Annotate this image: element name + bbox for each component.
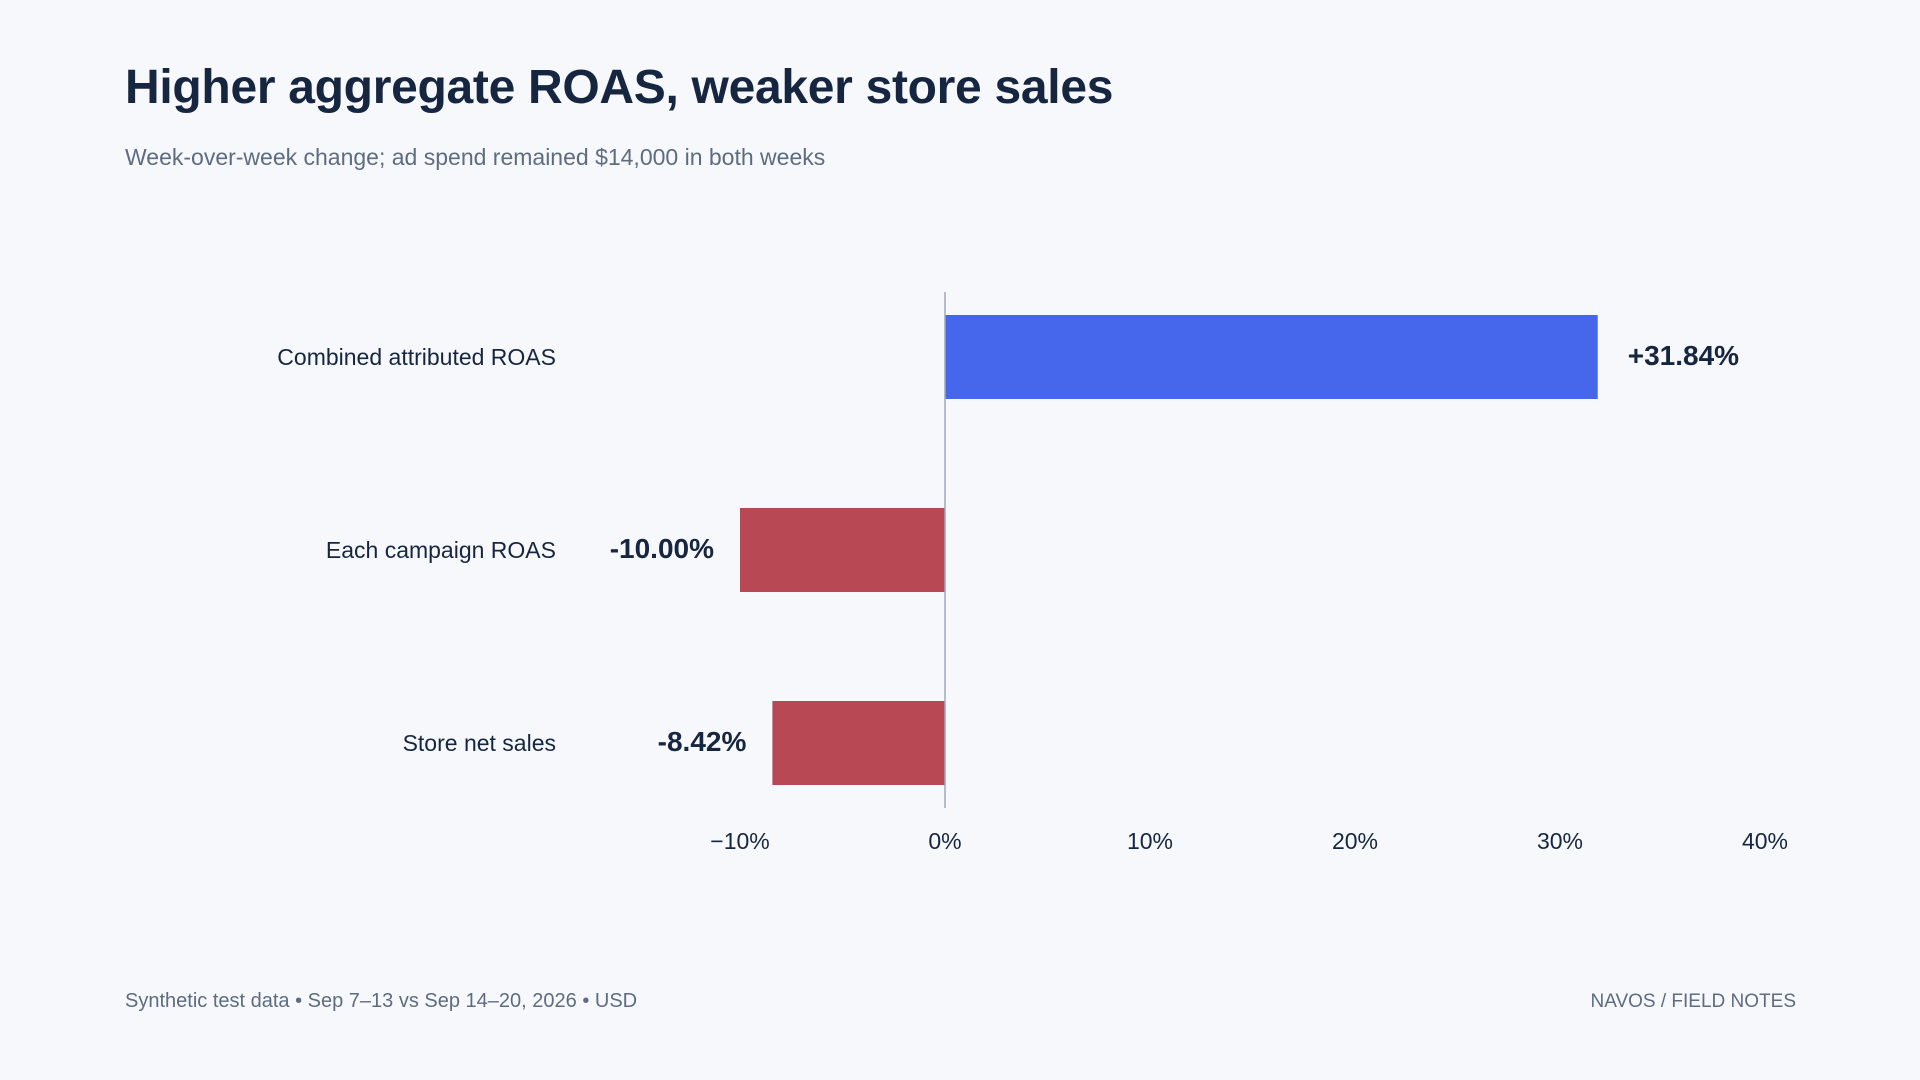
x-tick-label: 10% — [1127, 828, 1173, 854]
labels-group: Combined attributed ROAS +31.84% Each camp… — [277, 340, 1739, 757]
chart-subtitle: Week-over-week change; ad spend remained… — [125, 144, 826, 170]
bar-1 — [740, 508, 945, 592]
bar-2 — [772, 701, 945, 785]
value-label: -10.00% — [610, 533, 714, 564]
category-label: Store net sales — [403, 730, 556, 756]
chart-title: Higher aggregate ROAS, weaker store sale… — [125, 61, 1114, 114]
source-note: Synthetic test data • Sep 7–13 vs Sep 14… — [125, 990, 638, 1012]
x-tick-label: 20% — [1332, 828, 1378, 854]
category-label: Combined attributed ROAS — [277, 344, 556, 370]
x-axis-ticks: −10% 0% 10% 20% 30% 40% — [710, 828, 1788, 854]
x-tick-label: −10% — [710, 828, 769, 854]
x-tick-label: 0% — [928, 828, 961, 854]
bar-0 — [945, 315, 1598, 399]
x-tick-label: 30% — [1537, 828, 1583, 854]
bars-group — [740, 315, 1598, 785]
value-label: -8.42% — [658, 726, 747, 757]
category-label: Each campaign ROAS — [326, 537, 556, 563]
brand-label: NAVOS / FIELD NOTES — [1590, 991, 1796, 1012]
x-tick-label: 40% — [1742, 828, 1788, 854]
value-label: +31.84% — [1628, 340, 1739, 371]
